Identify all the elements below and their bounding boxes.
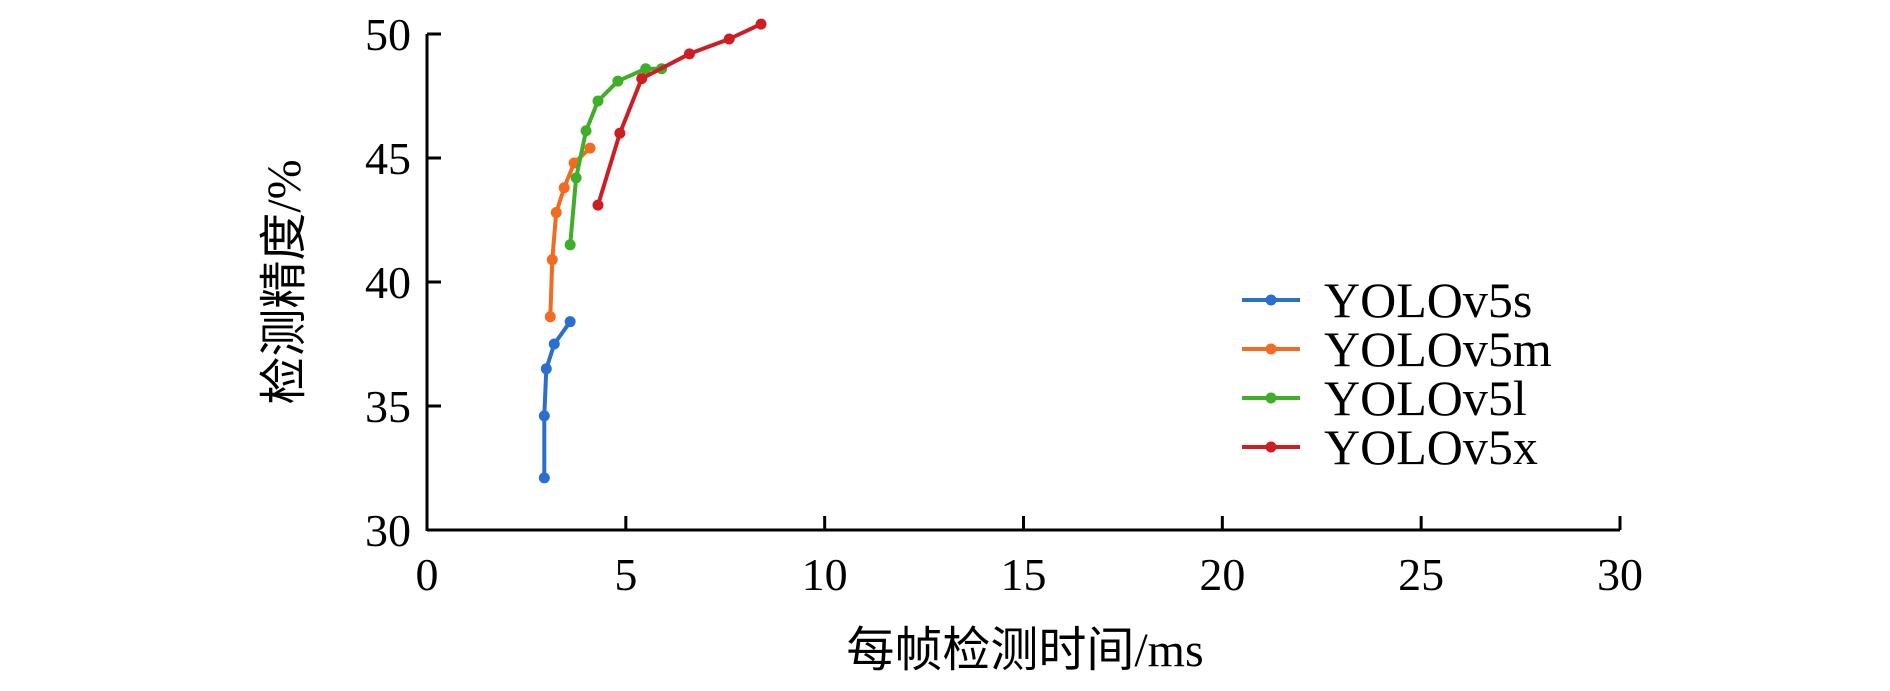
legend-item-yolov5s: YOLOv5s (1242, 272, 1532, 328)
data-point-yolov5x (683, 48, 695, 60)
data-point-yolov5l (564, 239, 576, 251)
y-tick-label: 50 (365, 9, 411, 60)
data-point-yolov5l (580, 125, 592, 137)
x-tick-label: 0 (416, 549, 439, 600)
y-axis-title: 检测精度/% (258, 159, 311, 404)
data-point-yolov5m (550, 207, 562, 219)
series-layer (538, 18, 767, 484)
data-point-yolov5m (584, 142, 596, 154)
x-axis-title: 每帧检测时间/ms (846, 624, 1203, 677)
x-tick-label: 15 (1001, 549, 1047, 600)
data-point-yolov5x (723, 33, 735, 45)
legend-item-yolov5l: YOLOv5l (1242, 370, 1527, 426)
legend-marker-yolov5l (1265, 392, 1277, 404)
data-point-yolov5l (612, 75, 624, 87)
data-point-yolov5m (546, 254, 558, 266)
ticks (427, 32, 1622, 530)
y-tick-label: 30 (365, 505, 411, 556)
data-point-yolov5x (614, 127, 626, 139)
data-point-yolov5l (640, 63, 652, 75)
data-point-yolov5s (538, 472, 550, 484)
x-tick-label: 10 (802, 549, 848, 600)
data-point-yolov5s (538, 410, 550, 422)
legend-label-yolov5m: YOLOv5m (1324, 321, 1552, 377)
legend-item-yolov5m: YOLOv5m (1242, 321, 1552, 377)
data-point-yolov5m (558, 182, 570, 194)
legend-marker-yolov5m (1265, 343, 1277, 355)
legend-marker-yolov5s (1265, 294, 1277, 306)
legend-item-yolov5x: YOLOv5x (1242, 419, 1538, 475)
legend-label-yolov5s: YOLOv5s (1324, 272, 1532, 328)
x-tick-label: 5 (614, 549, 637, 600)
series-yolov5x (592, 18, 767, 211)
data-point-yolov5l (570, 172, 582, 184)
y-tick-label: 35 (365, 381, 411, 432)
x-tick-label: 25 (1398, 549, 1444, 600)
data-point-yolov5x (755, 18, 767, 30)
series-yolov5s (538, 316, 576, 484)
series-yolov5l (564, 63, 668, 251)
data-point-yolov5s (548, 338, 560, 350)
series-line-yolov5x (596, 22, 762, 206)
tick-labels: 0 5 10 15 20 25 30 30 35 40 45 50 (365, 9, 1643, 600)
data-point-yolov5s (564, 316, 576, 328)
data-point-yolov5s (540, 363, 552, 375)
data-point-yolov5x (636, 73, 648, 85)
series-line-yolov5l (568, 66, 662, 245)
x-tick-label: 30 (1597, 549, 1643, 600)
legend-label-yolov5l: YOLOv5l (1324, 370, 1527, 426)
legend-label-yolov5x: YOLOv5x (1324, 419, 1538, 475)
x-tick-label: 20 (1199, 549, 1245, 600)
y-tick-label: 45 (365, 133, 411, 184)
y-tick-label: 40 (365, 257, 411, 308)
data-point-yolov5l (592, 95, 604, 107)
data-point-yolov5m (544, 311, 556, 323)
data-point-yolov5x (592, 199, 604, 211)
legend-marker-yolov5x (1265, 441, 1277, 453)
